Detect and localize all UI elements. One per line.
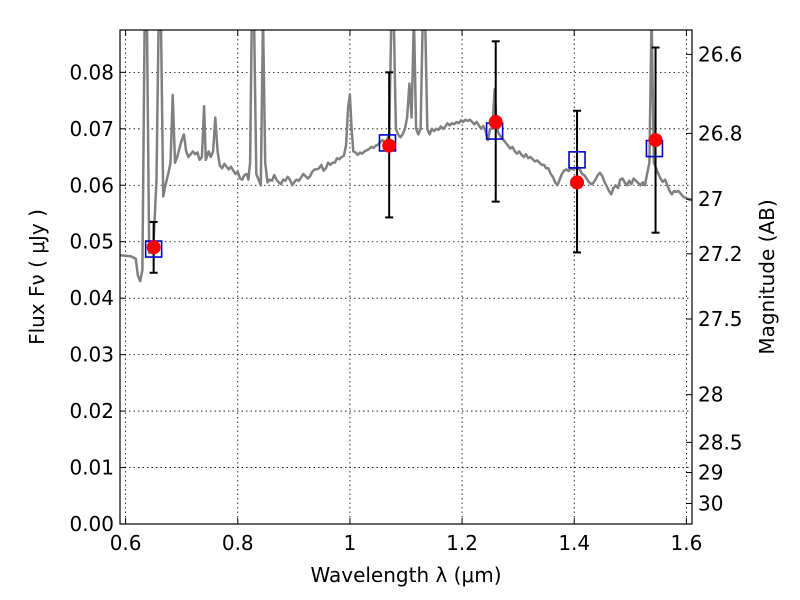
y-axis-right-label: Magnitude (AB) (755, 199, 779, 354)
x-tick-label: 1 (344, 531, 357, 555)
right-tick-label: 26.6 (698, 42, 743, 66)
data-point (648, 133, 663, 148)
y-tick-label: 0.08 (69, 60, 114, 84)
x-axis-label: Wavelength λ (μm) (310, 563, 501, 587)
y-tick-labels: 0.00 0.01 0.02 0.03 0.04 0.05 0.06 0.07 0.08 (69, 60, 114, 536)
x-tick-label: 0.8 (222, 531, 254, 555)
data-point (488, 115, 503, 130)
y-tick-label: 0.05 (69, 230, 114, 254)
right-tick-label: 29 (698, 461, 723, 485)
errorbar-layer (149, 40, 660, 274)
right-tick-label: 27 (698, 187, 723, 211)
y-tick-label: 0.01 (69, 456, 114, 480)
spectrum-line (120, 30, 692, 283)
y-axis-label: Flux Fν ( μJy ) (25, 209, 49, 345)
y-tick-label: 0.06 (69, 173, 114, 197)
right-tick-label: 28.5 (698, 430, 743, 454)
x-tick-label: 1.4 (558, 531, 590, 555)
data-point (382, 138, 397, 153)
spectrum-layer (120, 30, 692, 283)
plot-frame (119, 29, 693, 525)
right-tick-label: 27.2 (698, 242, 743, 266)
right-tick-labels: 26.6 26.8 27 27.2 27.5 28 28.5 29 30 (698, 42, 743, 515)
x-tick-label: 1.6 (670, 531, 702, 555)
circle-layer (146, 115, 663, 255)
x-tick-label: 1.2 (446, 531, 478, 555)
grid (120, 30, 692, 525)
data-point (146, 240, 161, 255)
y-tick-label: 0.00 (69, 512, 114, 536)
data-point (570, 175, 585, 190)
right-tick-label: 26.8 (698, 121, 743, 145)
right-tick-label: 30 (698, 492, 723, 516)
right-tick-label: 28 (698, 383, 723, 407)
x-tick-labels: 0.6 0.8 1 1.2 1.4 1.6 (110, 531, 703, 555)
y-tick-label: 0.02 (69, 399, 114, 423)
x-tick-label: 0.6 (110, 531, 142, 555)
y-tick-label: 0.07 (69, 117, 114, 141)
model-square (568, 151, 586, 169)
square-layer (144, 122, 664, 258)
right-tick-label: 27.5 (698, 307, 743, 331)
y-tick-label: 0.04 (69, 286, 114, 310)
y-tick-label: 0.03 (69, 343, 114, 367)
ticks (120, 30, 692, 525)
